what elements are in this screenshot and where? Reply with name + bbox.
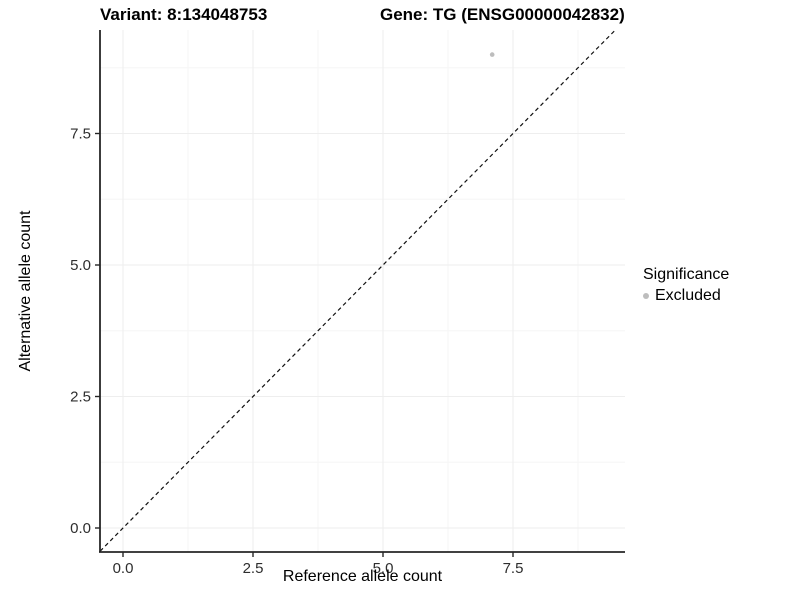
y-tick-label: 0.0	[70, 520, 91, 537]
data-point	[489, 52, 495, 57]
legend-items: Excluded	[643, 287, 729, 305]
legend-title: Significance	[643, 266, 730, 283]
x-axis-title: Reference allele count	[282, 568, 443, 585]
plot-title-variant: Variant: 8:134048753	[100, 5, 268, 24]
x-tick-label: 0.0	[113, 560, 134, 577]
y-tick-label: 5.0	[70, 257, 91, 274]
x-tick-label: 7.5	[503, 560, 524, 577]
legend: Significance Excluded	[643, 266, 729, 305]
y-tick-label: 7.5	[70, 126, 91, 143]
legend-key-dot-icon	[643, 293, 649, 299]
plot-title-gene: Gene: TG (ENSG00000042832)	[380, 5, 625, 24]
y-tick-label: 2.5	[70, 389, 91, 406]
x-tick-label: 2.5	[243, 560, 264, 577]
x-tick-label: 5.0	[373, 560, 394, 577]
legend-item-label: Excluded	[655, 287, 721, 304]
identity-dashed-line	[99, 29, 616, 552]
y-axis-title: Alternative allele count	[17, 210, 34, 372]
legend-item: Excluded	[643, 287, 729, 305]
